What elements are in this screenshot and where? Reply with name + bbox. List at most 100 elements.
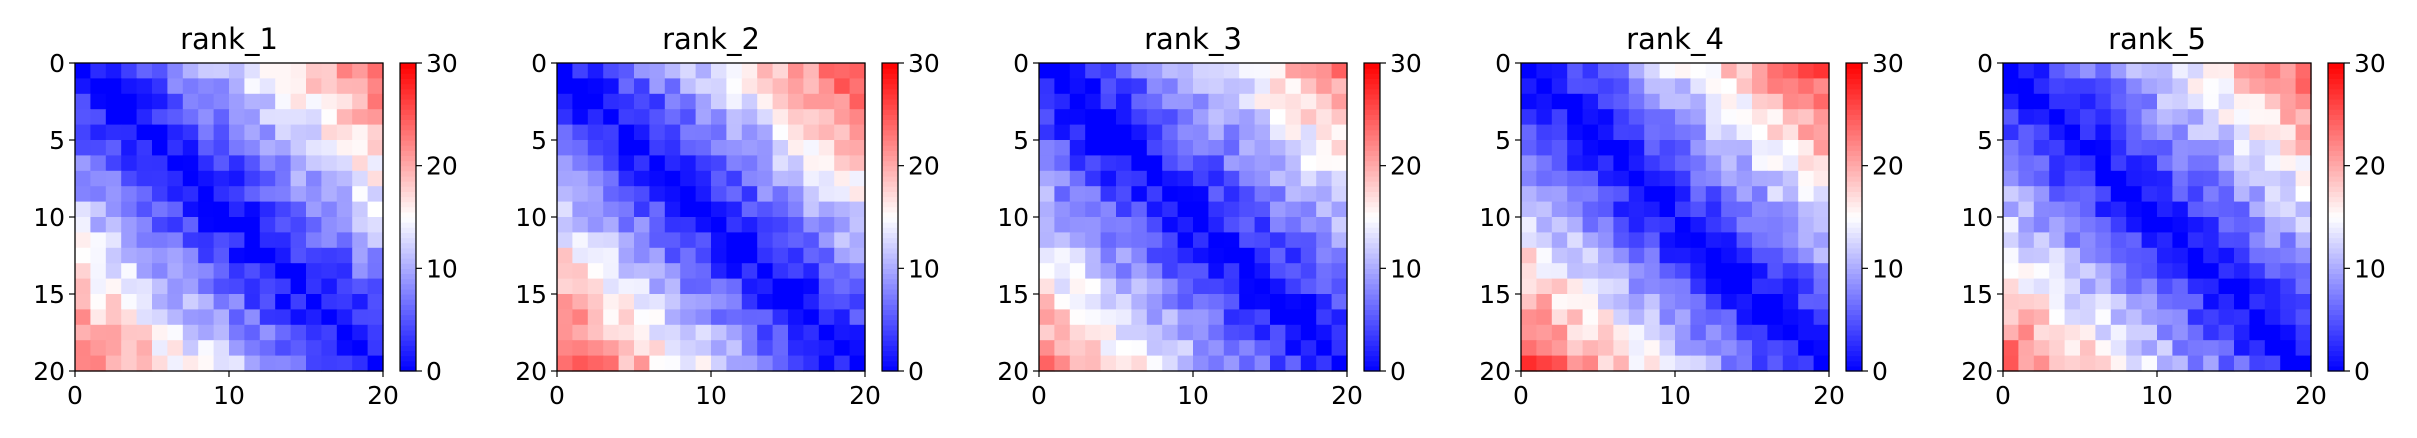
heatmap-cell: [634, 324, 650, 341]
heatmap-cell: [2049, 170, 2066, 187]
heatmap-cell: [2234, 294, 2250, 310]
y-tick-label: 15: [1479, 280, 1511, 309]
heatmap-cell: [1316, 201, 1333, 218]
heatmap-cell: [1177, 109, 1194, 126]
heatmap-cell: [352, 340, 369, 357]
heatmap-cell: [182, 170, 199, 187]
heatmap-cell: [803, 232, 820, 249]
heatmap-cell: [1567, 232, 1584, 249]
heatmap-cell: [618, 78, 635, 95]
heatmap-cell: [2018, 140, 2035, 156]
heatmap-cell: [2080, 278, 2096, 295]
heatmap-cell: [1582, 155, 1599, 172]
heatmap-cell: [1285, 324, 1302, 341]
x-tick-label: 10: [1177, 381, 1209, 410]
heatmap-cell: [788, 217, 804, 233]
heatmap-cell: [2110, 109, 2127, 126]
heatmap-cell: [1690, 217, 1707, 233]
heatmap-cell: [244, 309, 261, 326]
heatmap-cell: [1131, 155, 1148, 172]
heatmap-cell: [90, 78, 107, 95]
heatmap-cell: [1039, 93, 1055, 110]
heatmap-cell: [275, 93, 292, 110]
heatmap-cell: [2157, 217, 2173, 233]
colorbar-segment: [882, 309, 898, 316]
heatmap-cell: [90, 278, 107, 295]
colorbar-segment: [882, 78, 898, 85]
heatmap-cell: [1285, 93, 1302, 110]
heatmap-cell: [1567, 155, 1584, 172]
colorbar-segment: [2328, 124, 2344, 131]
heatmap-cell: [2157, 324, 2173, 341]
colorbar-segment: [1364, 360, 1380, 367]
colorbar-segment: [400, 68, 416, 74]
heatmap-cell: [1146, 217, 1163, 233]
heatmap-cell: [803, 78, 820, 95]
heatmap-cell: [726, 309, 743, 326]
heatmap-cell: [2126, 232, 2143, 249]
heatmap-cell: [121, 217, 138, 233]
colorbar-segment: [882, 314, 898, 321]
heatmap-cell: [1798, 63, 1815, 79]
heatmap-cell: [1116, 124, 1132, 141]
heatmap-cell: [1752, 109, 1768, 126]
heatmap-cell: [1193, 340, 1209, 357]
heatmap-cell: [1628, 247, 1645, 264]
colorbar-segment: [400, 201, 416, 208]
heatmap-cell: [2141, 217, 2158, 233]
heatmap-cell: [1193, 78, 1209, 95]
heatmap-cell: [618, 232, 635, 249]
heatmap-cell: [2049, 247, 2066, 264]
heatmap-cell: [1085, 201, 1102, 218]
heatmap-cell: [649, 263, 666, 280]
heatmap-cell: [1613, 155, 1630, 172]
heatmap-cell: [788, 155, 804, 172]
heatmap-cell: [2018, 324, 2035, 341]
heatmap-cell: [1146, 155, 1163, 172]
heatmap-cell: [603, 340, 620, 357]
heatmap-cell: [1613, 78, 1630, 95]
heatmap-cell: [741, 155, 758, 172]
heatmap-cell: [772, 278, 789, 295]
heatmap-cell: [1659, 201, 1676, 218]
colorbar-segment: [1846, 150, 1862, 156]
heatmap-cell: [1116, 232, 1132, 249]
heatmap-cell: [603, 263, 620, 280]
heatmap-cell: [1223, 78, 1240, 95]
heatmap-cell: [121, 263, 138, 280]
heatmap-cell: [1767, 63, 1784, 79]
heatmap-cell: [818, 201, 835, 218]
heatmap-cell: [1331, 124, 1348, 141]
heatmap-cell: [2280, 170, 2297, 187]
heatmap-cell: [336, 340, 353, 357]
heatmap-cell: [741, 170, 758, 187]
colorbar-segment: [1364, 78, 1380, 85]
heatmap-cell: [1254, 217, 1271, 233]
heatmap-cell: [1162, 294, 1179, 310]
heatmap-cell: [2295, 78, 2312, 95]
heatmap-cell: [1208, 63, 1225, 79]
heatmap-cell: [1054, 124, 1071, 141]
heatmap-cell: [2234, 78, 2250, 95]
heatmap-cell: [1254, 124, 1271, 141]
heatmap-cell: [849, 263, 866, 280]
heatmap-cell: [367, 186, 384, 203]
heatmap-cell: [1690, 109, 1707, 126]
heatmap-cell: [306, 63, 322, 79]
heatmap-cell: [572, 340, 589, 357]
heatmap-cell: [587, 93, 604, 110]
colorbar-segment: [1846, 360, 1862, 367]
heatmap-cell: [2064, 170, 2081, 187]
heatmap-cell: [1069, 247, 1086, 264]
heatmap-cell: [2157, 278, 2173, 295]
heatmap-cell: [2264, 217, 2281, 233]
heatmap-cell: [2249, 263, 2266, 280]
heatmap-cell: [1300, 140, 1317, 156]
heatmap-cell: [1644, 78, 1661, 95]
heatmap-cell: [1567, 217, 1584, 233]
heatmap-cell: [1300, 247, 1317, 264]
y-tick-label: 10: [515, 203, 547, 232]
heatmap-cell: [680, 247, 697, 264]
heatmap-cell: [757, 124, 774, 141]
heatmap-cell: [2234, 324, 2250, 341]
